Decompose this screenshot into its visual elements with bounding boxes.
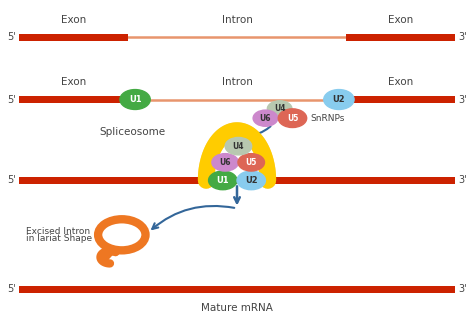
Text: Exon: Exon [61,15,86,25]
Text: Intron: Intron [221,15,253,25]
Text: U5: U5 [246,158,257,167]
Text: U1: U1 [129,95,141,104]
Text: 3': 3' [458,175,467,185]
Text: U4: U4 [233,142,244,151]
Text: 5': 5' [7,284,16,294]
Text: Exon: Exon [388,15,413,25]
Circle shape [324,90,354,109]
Circle shape [120,90,150,109]
Circle shape [212,154,238,171]
Text: Exon: Exon [61,77,86,87]
Text: Spliceosome: Spliceosome [100,127,166,137]
Circle shape [238,154,264,171]
Text: U2: U2 [245,176,257,185]
Circle shape [278,109,307,128]
Bar [346,96,455,103]
Text: U2: U2 [333,95,345,104]
Text: U1: U1 [217,176,229,185]
Circle shape [237,171,265,190]
Text: 5': 5' [7,175,16,185]
Text: U6: U6 [219,158,231,167]
Text: SnRNPs: SnRNPs [310,114,345,123]
Bar [19,96,128,103]
Text: U6: U6 [260,114,271,123]
Text: 3': 3' [458,95,467,104]
Text: Excised Intron: Excised Intron [26,227,90,236]
Text: Intron: Intron [221,77,253,87]
Bar [346,34,455,41]
Circle shape [253,110,278,126]
Text: in lariat Shape: in lariat Shape [26,234,92,243]
Circle shape [267,101,292,117]
Bar [19,286,455,293]
Text: 5': 5' [7,32,16,42]
Text: U4: U4 [274,104,285,113]
Text: 5': 5' [7,95,16,104]
Bar [19,177,455,184]
Bar [19,34,128,41]
Text: 3': 3' [458,284,467,294]
Circle shape [209,171,237,190]
Text: Exon: Exon [388,77,413,87]
Text: 3': 3' [458,32,467,42]
Text: Mature mRNA: Mature mRNA [201,303,273,311]
Text: U5: U5 [287,114,298,123]
Circle shape [225,137,252,155]
